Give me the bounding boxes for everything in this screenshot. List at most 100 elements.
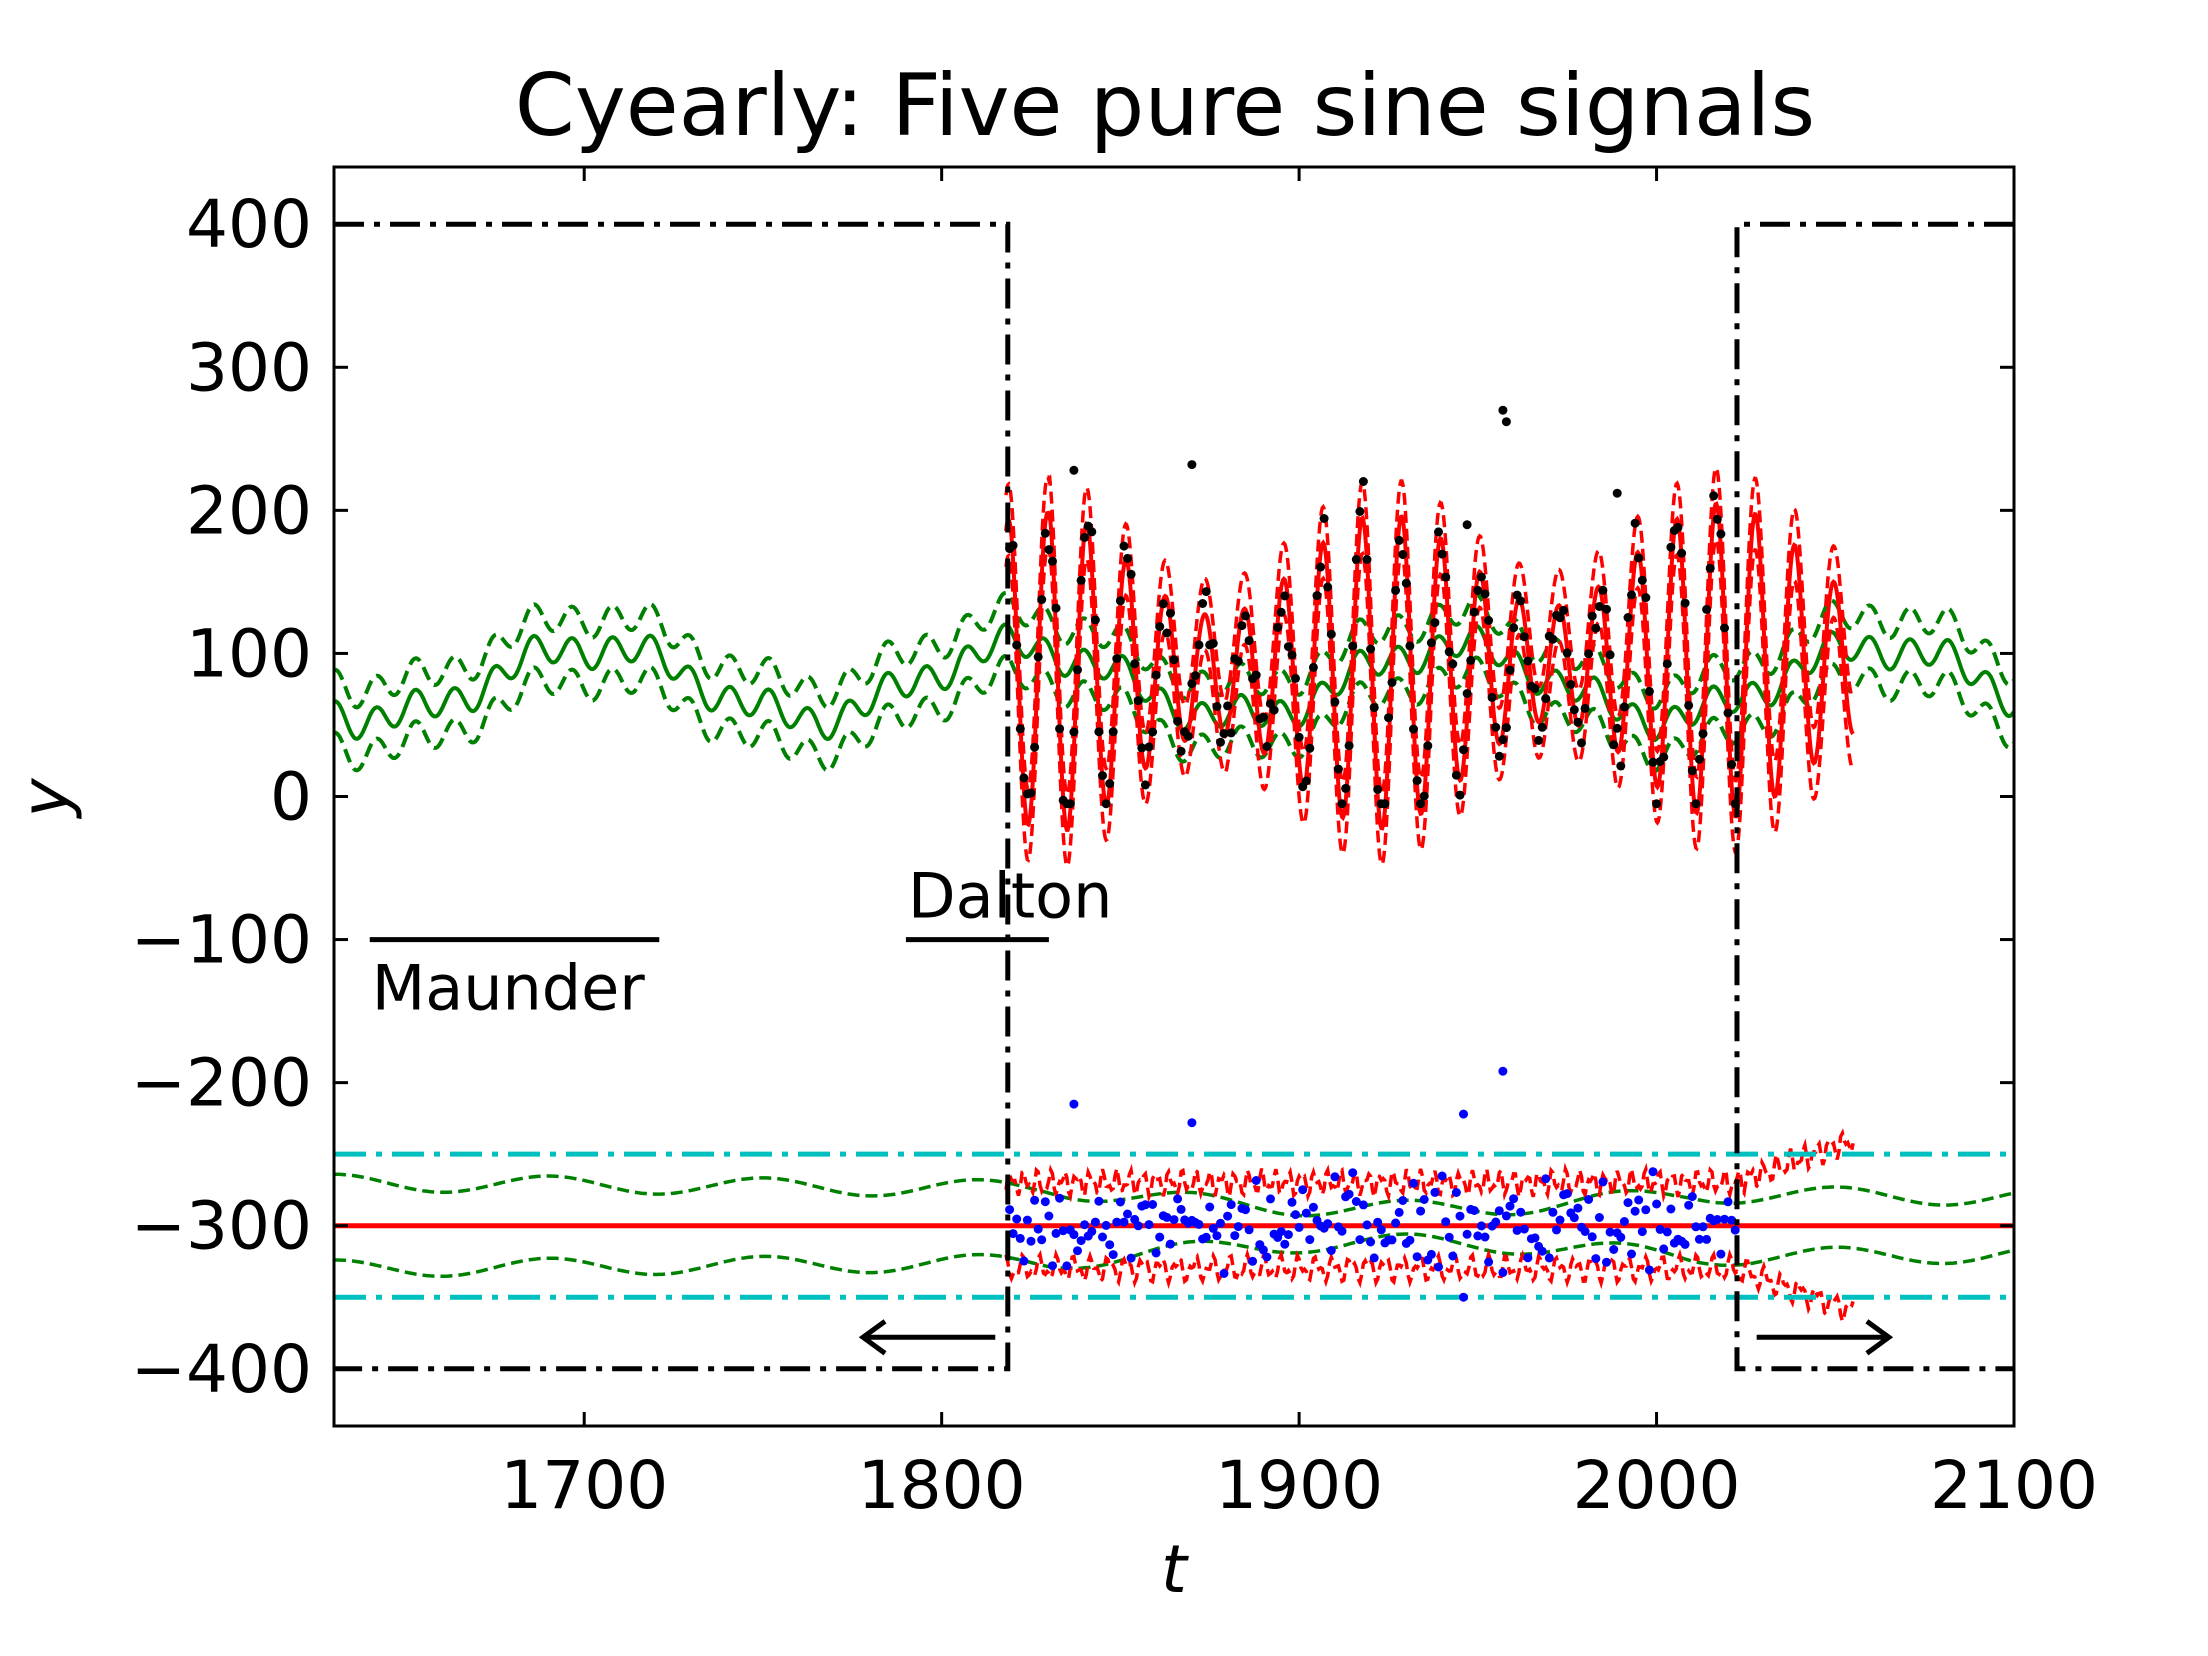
data-point: [1051, 603, 1061, 613]
residual-point: [1169, 1215, 1179, 1225]
data-point: [1652, 799, 1662, 809]
data-point: [1158, 599, 1168, 609]
residual-point: [1387, 1235, 1397, 1245]
residual-point: [1262, 1252, 1272, 1262]
residual-point: [1119, 1217, 1129, 1227]
data-point: [1069, 465, 1079, 475]
residual-point: [1555, 1215, 1565, 1225]
data-point: [1087, 527, 1097, 537]
data-point: [1612, 488, 1622, 498]
data-point: [1305, 743, 1315, 753]
residual-point: [1430, 1187, 1440, 1197]
residual-point: [1594, 1213, 1604, 1222]
data-point: [1459, 745, 1468, 755]
fit-mean-line: [1004, 501, 1855, 832]
y-tick-label: 300: [186, 329, 312, 406]
data-point: [1294, 732, 1304, 742]
data-point: [1462, 520, 1472, 530]
data-point: [1466, 655, 1476, 665]
data-point: [1619, 702, 1629, 712]
residual-point: [1448, 1251, 1458, 1261]
data-point: [1223, 701, 1233, 711]
residual-point: [1584, 1195, 1594, 1204]
residual-point: [1337, 1226, 1347, 1236]
data-point: [1384, 713, 1393, 723]
residual-point: [1587, 1232, 1597, 1242]
residual-point: [1569, 1213, 1579, 1223]
residual-point: [1244, 1225, 1254, 1235]
residual-point: [1580, 1227, 1590, 1236]
data-point: [1094, 727, 1104, 737]
residual-point: [1537, 1246, 1547, 1256]
data-point: [1609, 740, 1619, 750]
data-point: [1391, 585, 1401, 595]
residual-point: [1666, 1204, 1676, 1214]
residual-point: [1062, 1261, 1072, 1271]
residual-point: [1226, 1200, 1236, 1210]
residual-point: [1373, 1217, 1383, 1227]
chart-title: Cyearly: Five pure sine signals: [515, 56, 1815, 156]
residual-point: [1230, 1231, 1240, 1241]
plot-frame: [332, 165, 2016, 1428]
residual-point: [1409, 1178, 1418, 1188]
data-point: [1015, 724, 1025, 734]
residual-point: [1652, 1199, 1662, 1209]
data-point: [1283, 642, 1293, 652]
residual-point: [1473, 1231, 1483, 1241]
residual-point: [1276, 1227, 1286, 1236]
data-point: [1308, 662, 1318, 672]
data-point: [1358, 477, 1368, 486]
residual-point: [1326, 1246, 1336, 1255]
residual-point: [1455, 1211, 1465, 1221]
data-point: [1677, 548, 1687, 558]
data-point: [1169, 655, 1179, 665]
residual-point: [1012, 1214, 1022, 1224]
residual-point: [1351, 1197, 1361, 1206]
residual-point: [1019, 1256, 1029, 1266]
residual-point: [1530, 1233, 1540, 1243]
data-point: [1226, 728, 1236, 738]
data-point: [1244, 636, 1254, 646]
data-point: [1398, 550, 1408, 559]
residual-point: [1519, 1224, 1529, 1234]
data-point: [1494, 751, 1504, 761]
residual-point: [1419, 1195, 1429, 1204]
model-residual-band-upper-line: [334, 1172, 2014, 1218]
data-point: [1133, 696, 1143, 706]
data-point: [1409, 724, 1418, 734]
residual-point: [1155, 1232, 1165, 1242]
data-point: [1194, 640, 1204, 650]
data-point: [1548, 634, 1558, 644]
data-point: [1262, 742, 1272, 751]
residual-point: [1173, 1194, 1183, 1204]
data-point: [1362, 555, 1372, 564]
data-point: [1090, 615, 1100, 625]
residual-point: [1494, 1206, 1504, 1216]
residual-point: [1662, 1227, 1672, 1237]
data-point: [1662, 659, 1672, 669]
data-point: [1430, 618, 1440, 628]
data-point: [1187, 679, 1197, 689]
residual-point: [1040, 1197, 1050, 1207]
residual-point: [1355, 1235, 1365, 1245]
data-point: [1026, 788, 1036, 798]
residual-point: [1248, 1256, 1258, 1266]
data-point: [1702, 604, 1712, 614]
x-tick-label: 2000: [1573, 1447, 1741, 1524]
data-point: [1190, 671, 1200, 681]
model-mean-line: [334, 622, 2014, 743]
data-point: [1187, 460, 1197, 470]
residual-point: [1108, 1250, 1118, 1260]
residual-point: [1412, 1252, 1422, 1262]
data-point: [1076, 575, 1086, 585]
residual-point: [1148, 1200, 1158, 1209]
residual-point: [1637, 1227, 1647, 1237]
data-point: [1630, 518, 1640, 528]
data-point: [1648, 757, 1658, 767]
residual-point: [1644, 1265, 1654, 1275]
residual-point: [1087, 1226, 1097, 1236]
residual-band-lower-line: [1004, 1248, 1855, 1328]
residual-point: [1591, 1254, 1601, 1264]
residual-point: [1112, 1217, 1122, 1227]
residual-point: [1090, 1217, 1100, 1227]
